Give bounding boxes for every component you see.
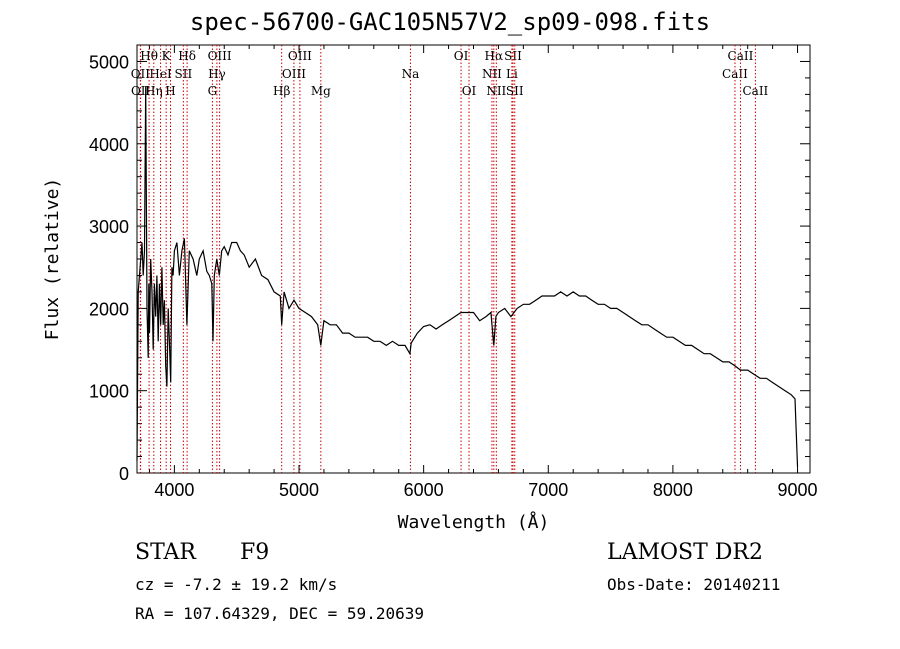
- line-label: CaII: [722, 67, 748, 81]
- y-tick-label: 4000: [89, 135, 129, 155]
- x-tick-label: 8000: [653, 480, 693, 500]
- line-label: NII: [486, 84, 506, 98]
- x-axis-label: Wavelength (Å): [398, 511, 550, 533]
- line-label: Mg: [311, 84, 331, 98]
- line-label: Na: [402, 67, 420, 81]
- line-label: Hβ: [273, 84, 290, 98]
- line-label: SII: [504, 49, 522, 63]
- line-label: HeI: [149, 67, 172, 81]
- y-tick-label: 3000: [89, 217, 129, 237]
- y-tick-label: 5000: [89, 52, 129, 72]
- line-label: G: [208, 84, 218, 98]
- line-label: SII: [175, 67, 193, 81]
- line-label: Hγ: [208, 67, 226, 81]
- redshift-text: cz = -7.2 ± 19.2 km/s: [135, 575, 338, 594]
- line-label: OI: [454, 49, 469, 63]
- spectrum-line: [136, 86, 799, 467]
- line-label: CaII: [742, 84, 768, 98]
- x-tick-label: 6000: [404, 480, 444, 500]
- y-tick-label: 2000: [89, 299, 129, 319]
- x-tick-label: 7000: [528, 480, 568, 500]
- line-label: OIII: [288, 49, 312, 63]
- line-label: SII: [506, 84, 524, 98]
- chart-title: spec-56700-GAC105N57V2_sp09-098.fits: [189, 8, 711, 36]
- line-label: Hδ: [178, 49, 196, 63]
- x-tick-label: 5000: [279, 480, 319, 500]
- obs-date-text: Obs-Date: 20140211: [607, 575, 781, 594]
- line-label: Hθ: [140, 49, 158, 63]
- object-class: STAR: [135, 540, 196, 565]
- line-label: K: [162, 49, 172, 63]
- x-tick-label: 9000: [778, 480, 818, 500]
- line-label: OIII: [208, 49, 232, 63]
- line-label: H: [165, 84, 175, 98]
- line-label: CaII: [728, 49, 754, 63]
- y-tick-label: 0: [119, 464, 129, 484]
- line-label: Hη: [145, 84, 163, 98]
- subclass: F9: [240, 540, 270, 565]
- line-label: OI: [462, 84, 477, 98]
- line-label: NII: [482, 67, 502, 81]
- line-label: OIII: [282, 67, 306, 81]
- line-label: Hα: [485, 49, 504, 63]
- y-tick-label: 1000: [89, 382, 129, 402]
- plot-frame: [136, 44, 811, 474]
- line-label: Li: [506, 67, 518, 81]
- x-tick-label: 4000: [154, 480, 194, 500]
- survey-label: LAMOST DR2: [607, 540, 763, 565]
- coords-text: RA = 107.64329, DEC = 59.20639: [135, 604, 424, 623]
- y-axis-label: Flux (relative): [42, 178, 63, 341]
